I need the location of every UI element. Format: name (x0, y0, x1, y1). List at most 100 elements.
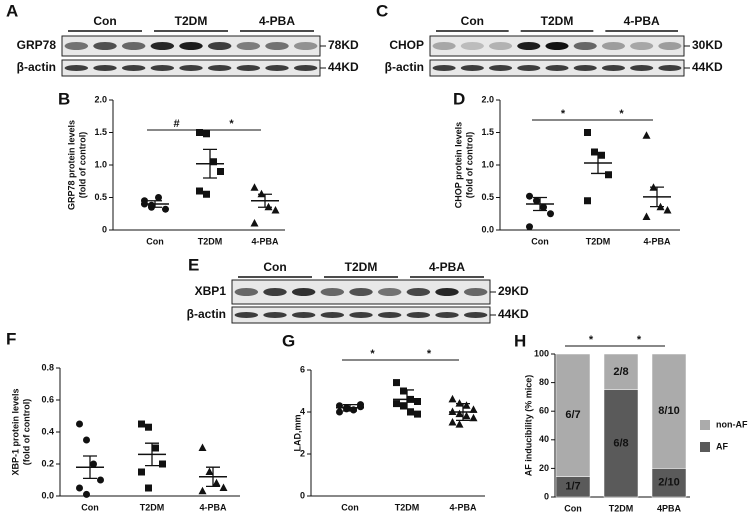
x-tick-label: Con (531, 236, 549, 246)
panel-letter: H (514, 331, 526, 350)
y-axis-label: GRP78 protein levels (66, 120, 76, 210)
band (293, 65, 318, 71)
point (455, 399, 464, 407)
significance-label: * (637, 334, 642, 346)
y-tick-label: 1.5 (94, 127, 107, 137)
band (263, 312, 287, 318)
point (462, 401, 471, 409)
size-label: 78KD (328, 38, 359, 52)
point (155, 194, 162, 201)
size-label: 44KD (498, 307, 529, 321)
legend-swatch (700, 420, 710, 430)
panel-letter: C (376, 1, 388, 20)
error-bar (145, 442, 159, 467)
point (217, 168, 224, 175)
y-tick-label: 1.0 (481, 159, 494, 169)
y-tick-label: 0.4 (41, 426, 54, 436)
point (547, 210, 554, 218)
error-bar (400, 389, 414, 410)
significance-label: * (589, 334, 594, 346)
panel-letter: F (6, 329, 16, 348)
band (64, 42, 89, 50)
point (393, 379, 400, 387)
x-tick-label: T2DM (198, 236, 223, 246)
row-label: β-actin (385, 60, 424, 74)
point (584, 197, 591, 205)
band (489, 65, 513, 71)
point (455, 420, 464, 428)
band (377, 288, 402, 296)
band (236, 65, 261, 71)
y-tick-label: 2.0 (94, 94, 107, 104)
band (234, 288, 259, 296)
point (462, 411, 471, 420)
point (271, 206, 280, 214)
band (263, 288, 287, 296)
point (414, 410, 421, 418)
group-label: Con (93, 14, 116, 28)
point (663, 206, 672, 214)
value-label: 6/7 (565, 409, 580, 421)
x-tick-label: T2DM (609, 503, 634, 513)
band (545, 65, 569, 71)
point (407, 408, 414, 416)
panel-letter: B (58, 89, 70, 108)
significance-label: * (370, 348, 375, 360)
band (517, 42, 541, 50)
x-tick-label: Con (341, 502, 359, 512)
y-axis-label: XBP-1 protein levels (10, 388, 20, 475)
significance-label: * (561, 108, 566, 120)
band (93, 42, 117, 50)
y-tick-label: 80 (539, 377, 549, 387)
x-tick-label: Con (564, 503, 582, 513)
point (448, 418, 457, 426)
point (533, 197, 540, 205)
band (435, 288, 459, 296)
y-tick-label: 0 (300, 490, 305, 500)
band (517, 65, 541, 71)
error-bar (203, 148, 217, 179)
point (526, 223, 533, 231)
y-tick-label: 40 (539, 434, 549, 444)
band (150, 42, 175, 50)
error-bar (343, 404, 357, 412)
significance-label: # (173, 118, 179, 130)
x-tick-label: 4-PBA (449, 502, 477, 512)
band (432, 65, 456, 71)
point (526, 192, 533, 200)
bar-segment (651, 468, 687, 498)
y-tick-label: 0.2 (41, 458, 54, 468)
x-tick-label: 4-PBA (643, 236, 671, 246)
point (152, 444, 159, 452)
row-label: CHOP (389, 38, 424, 52)
point (469, 405, 478, 413)
legend-swatch (700, 442, 710, 452)
y-axis-label: AF inducibility (% mice) (523, 375, 533, 477)
point (138, 420, 145, 428)
band (349, 312, 373, 318)
band (658, 42, 682, 50)
y-tick-label: 20 (539, 463, 549, 473)
point (400, 402, 407, 410)
error-bar (456, 402, 470, 422)
point (357, 401, 364, 409)
error-bar (650, 186, 664, 208)
band (460, 42, 484, 50)
y-tick-label: 6 (300, 364, 305, 374)
point (393, 400, 400, 408)
point (145, 484, 152, 492)
error-bar (148, 200, 162, 208)
band (179, 42, 203, 50)
legend-label: non-AF (716, 419, 748, 429)
x-tick-label: T2DM (395, 502, 420, 512)
band (320, 288, 345, 296)
row-label: β-actin (17, 60, 56, 74)
x-tick-label: 4PBA (657, 503, 682, 513)
point (198, 443, 207, 451)
y-tick-label: 0.0 (481, 224, 494, 234)
band (150, 65, 175, 71)
y-tick-label: 0.6 (41, 394, 54, 404)
point (598, 151, 605, 159)
y-axis-label: CHOP protein levels (453, 122, 463, 208)
band (207, 65, 232, 71)
